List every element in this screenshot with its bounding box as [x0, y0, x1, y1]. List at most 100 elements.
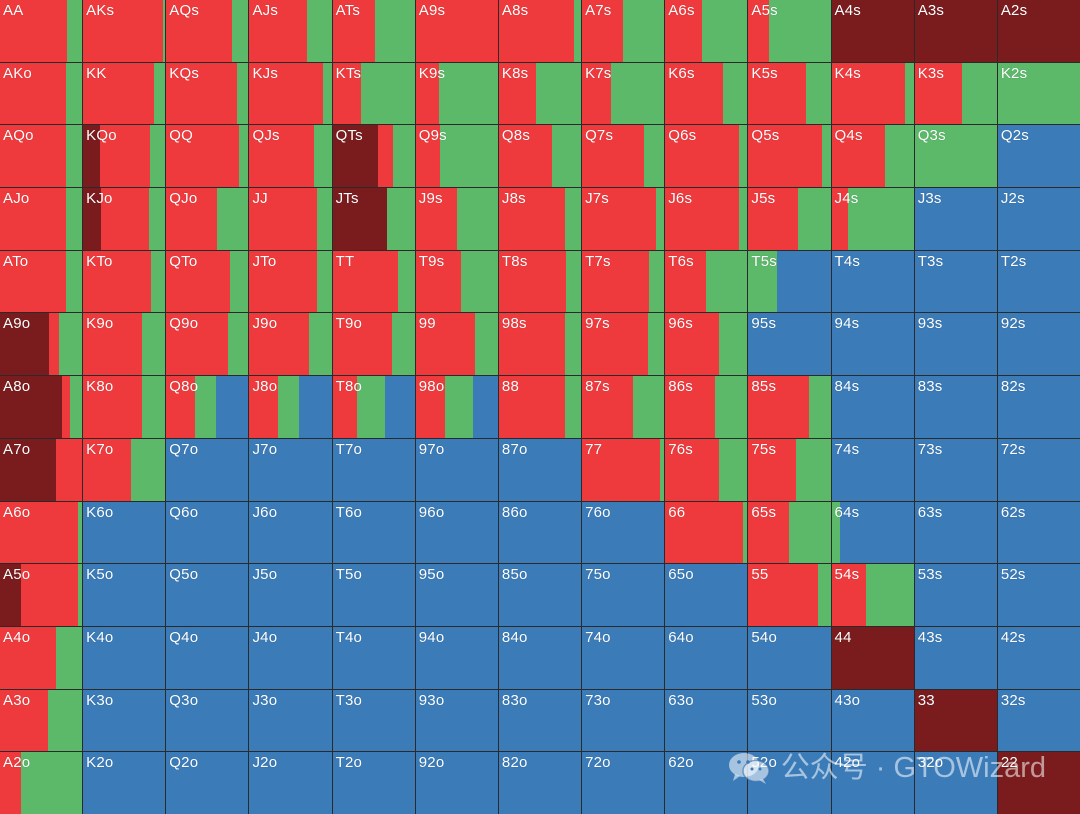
- hand-cell-K6o[interactable]: K6o: [83, 501, 166, 564]
- hand-cell-72s[interactable]: 72s: [997, 438, 1080, 501]
- hand-cell-93o[interactable]: 93o: [415, 689, 498, 752]
- hand-cell-88[interactable]: 88: [498, 376, 582, 438]
- hand-cell-KJo[interactable]: KJo: [83, 188, 166, 250]
- hand-cell-KTo[interactable]: KTo: [83, 250, 166, 313]
- hand-cell-83s[interactable]: 83s: [914, 376, 997, 438]
- hand-cell-52s[interactable]: 52s: [997, 564, 1080, 626]
- hand-cell-A6s[interactable]: A6s: [665, 0, 748, 62]
- hand-cell-K5o[interactable]: K5o: [83, 564, 166, 626]
- hand-cell-32o[interactable]: 32o: [914, 752, 997, 814]
- hand-cell-63o[interactable]: 63o: [665, 689, 748, 752]
- hand-cell-74s[interactable]: 74s: [831, 438, 914, 501]
- hand-cell-Q9s[interactable]: Q9s: [415, 125, 498, 188]
- hand-cell-QTs[interactable]: QTs: [332, 125, 415, 188]
- hand-cell-J5o[interactable]: J5o: [249, 564, 332, 626]
- hand-cell-64o[interactable]: 64o: [665, 626, 748, 689]
- hand-cell-Q7s[interactable]: Q7s: [582, 125, 665, 188]
- hand-cell-65s[interactable]: 65s: [748, 501, 831, 564]
- hand-cell-73o[interactable]: 73o: [582, 689, 665, 752]
- hand-cell-83o[interactable]: 83o: [498, 689, 582, 752]
- hand-cell-63s[interactable]: 63s: [914, 501, 997, 564]
- hand-cell-T9o[interactable]: T9o: [332, 313, 415, 376]
- hand-cell-Q4s[interactable]: Q4s: [831, 125, 914, 188]
- hand-cell-JTs[interactable]: JTs: [332, 188, 415, 250]
- hand-cell-AQs[interactable]: AQs: [166, 0, 249, 62]
- hand-cell-A8o[interactable]: A8o: [0, 376, 83, 438]
- hand-cell-A3o[interactable]: A3o: [0, 689, 83, 752]
- hand-cell-Q8s[interactable]: Q8s: [498, 125, 582, 188]
- hand-cell-ATs[interactable]: ATs: [332, 0, 415, 62]
- hand-cell-J4o[interactable]: J4o: [249, 626, 332, 689]
- hand-cell-95s[interactable]: 95s: [748, 313, 831, 376]
- hand-cell-Q9o[interactable]: Q9o: [166, 313, 249, 376]
- hand-cell-94s[interactable]: 94s: [831, 313, 914, 376]
- hand-cell-92s[interactable]: 92s: [997, 313, 1080, 376]
- hand-cell-AQo[interactable]: AQo: [0, 125, 83, 188]
- hand-cell-J3o[interactable]: J3o: [249, 689, 332, 752]
- hand-cell-95o[interactable]: 95o: [415, 564, 498, 626]
- hand-cell-K2o[interactable]: K2o: [83, 752, 166, 814]
- hand-cell-A7o[interactable]: A7o: [0, 438, 83, 501]
- hand-cell-96s[interactable]: 96s: [665, 313, 748, 376]
- hand-cell-K4o[interactable]: K4o: [83, 626, 166, 689]
- hand-cell-62o[interactable]: 62o: [665, 752, 748, 814]
- hand-cell-K5s[interactable]: K5s: [748, 62, 831, 125]
- hand-cell-T8o[interactable]: T8o: [332, 376, 415, 438]
- hand-cell-T7s[interactable]: T7s: [582, 250, 665, 313]
- hand-cell-KTs[interactable]: KTs: [332, 62, 415, 125]
- hand-cell-J6s[interactable]: J6s: [665, 188, 748, 250]
- hand-cell-44[interactable]: 44: [831, 626, 914, 689]
- hand-cell-QJo[interactable]: QJo: [166, 188, 249, 250]
- hand-cell-T4o[interactable]: T4o: [332, 626, 415, 689]
- hand-cell-K8s[interactable]: K8s: [498, 62, 582, 125]
- hand-cell-QTo[interactable]: QTo: [166, 250, 249, 313]
- hand-cell-T7o[interactable]: T7o: [332, 438, 415, 501]
- hand-cell-K3s[interactable]: K3s: [914, 62, 997, 125]
- hand-cell-J2o[interactable]: J2o: [249, 752, 332, 814]
- hand-cell-KQo[interactable]: KQo: [83, 125, 166, 188]
- hand-cell-KK[interactable]: KK: [83, 62, 166, 125]
- hand-cell-K7s[interactable]: K7s: [582, 62, 665, 125]
- hand-cell-42o[interactable]: 42o: [831, 752, 914, 814]
- hand-cell-T5s[interactable]: T5s: [748, 250, 831, 313]
- hand-cell-Q3s[interactable]: Q3s: [914, 125, 997, 188]
- hand-cell-98o[interactable]: 98o: [415, 376, 498, 438]
- hand-cell-77[interactable]: 77: [582, 438, 665, 501]
- hand-cell-KJs[interactable]: KJs: [249, 62, 332, 125]
- hand-cell-TT[interactable]: TT: [332, 250, 415, 313]
- hand-cell-AKs[interactable]: AKs: [83, 0, 166, 62]
- hand-cell-54s[interactable]: 54s: [831, 564, 914, 626]
- hand-cell-Q6o[interactable]: Q6o: [166, 501, 249, 564]
- hand-cell-99[interactable]: 99: [415, 313, 498, 376]
- hand-cell-QQ[interactable]: QQ: [166, 125, 249, 188]
- hand-cell-A4s[interactable]: A4s: [831, 0, 914, 62]
- hand-cell-T8s[interactable]: T8s: [498, 250, 582, 313]
- hand-cell-J2s[interactable]: J2s: [997, 188, 1080, 250]
- hand-cell-KQs[interactable]: KQs: [166, 62, 249, 125]
- hand-cell-A9o[interactable]: A9o: [0, 313, 83, 376]
- hand-cell-AKo[interactable]: AKo: [0, 62, 83, 125]
- hand-cell-J9s[interactable]: J9s: [415, 188, 498, 250]
- hand-cell-K6s[interactable]: K6s: [665, 62, 748, 125]
- hand-cell-Q5o[interactable]: Q5o: [166, 564, 249, 626]
- hand-cell-T4s[interactable]: T4s: [831, 250, 914, 313]
- hand-cell-J7s[interactable]: J7s: [582, 188, 665, 250]
- hand-cell-J3s[interactable]: J3s: [914, 188, 997, 250]
- hand-cell-K4s[interactable]: K4s: [831, 62, 914, 125]
- hand-cell-A4o[interactable]: A4o: [0, 626, 83, 689]
- hand-cell-J5s[interactable]: J5s: [748, 188, 831, 250]
- hand-cell-86s[interactable]: 86s: [665, 376, 748, 438]
- hand-cell-K3o[interactable]: K3o: [83, 689, 166, 752]
- hand-cell-42s[interactable]: 42s: [997, 626, 1080, 689]
- hand-cell-96o[interactable]: 96o: [415, 501, 498, 564]
- hand-cell-53o[interactable]: 53o: [748, 689, 831, 752]
- hand-cell-92o[interactable]: 92o: [415, 752, 498, 814]
- hand-cell-74o[interactable]: 74o: [582, 626, 665, 689]
- hand-cell-J8o[interactable]: J8o: [249, 376, 332, 438]
- hand-cell-87s[interactable]: 87s: [582, 376, 665, 438]
- hand-cell-A5o[interactable]: A5o: [0, 564, 83, 626]
- hand-cell-T9s[interactable]: T9s: [415, 250, 498, 313]
- hand-cell-53s[interactable]: 53s: [914, 564, 997, 626]
- hand-cell-85o[interactable]: 85o: [498, 564, 582, 626]
- hand-cell-T2s[interactable]: T2s: [997, 250, 1080, 313]
